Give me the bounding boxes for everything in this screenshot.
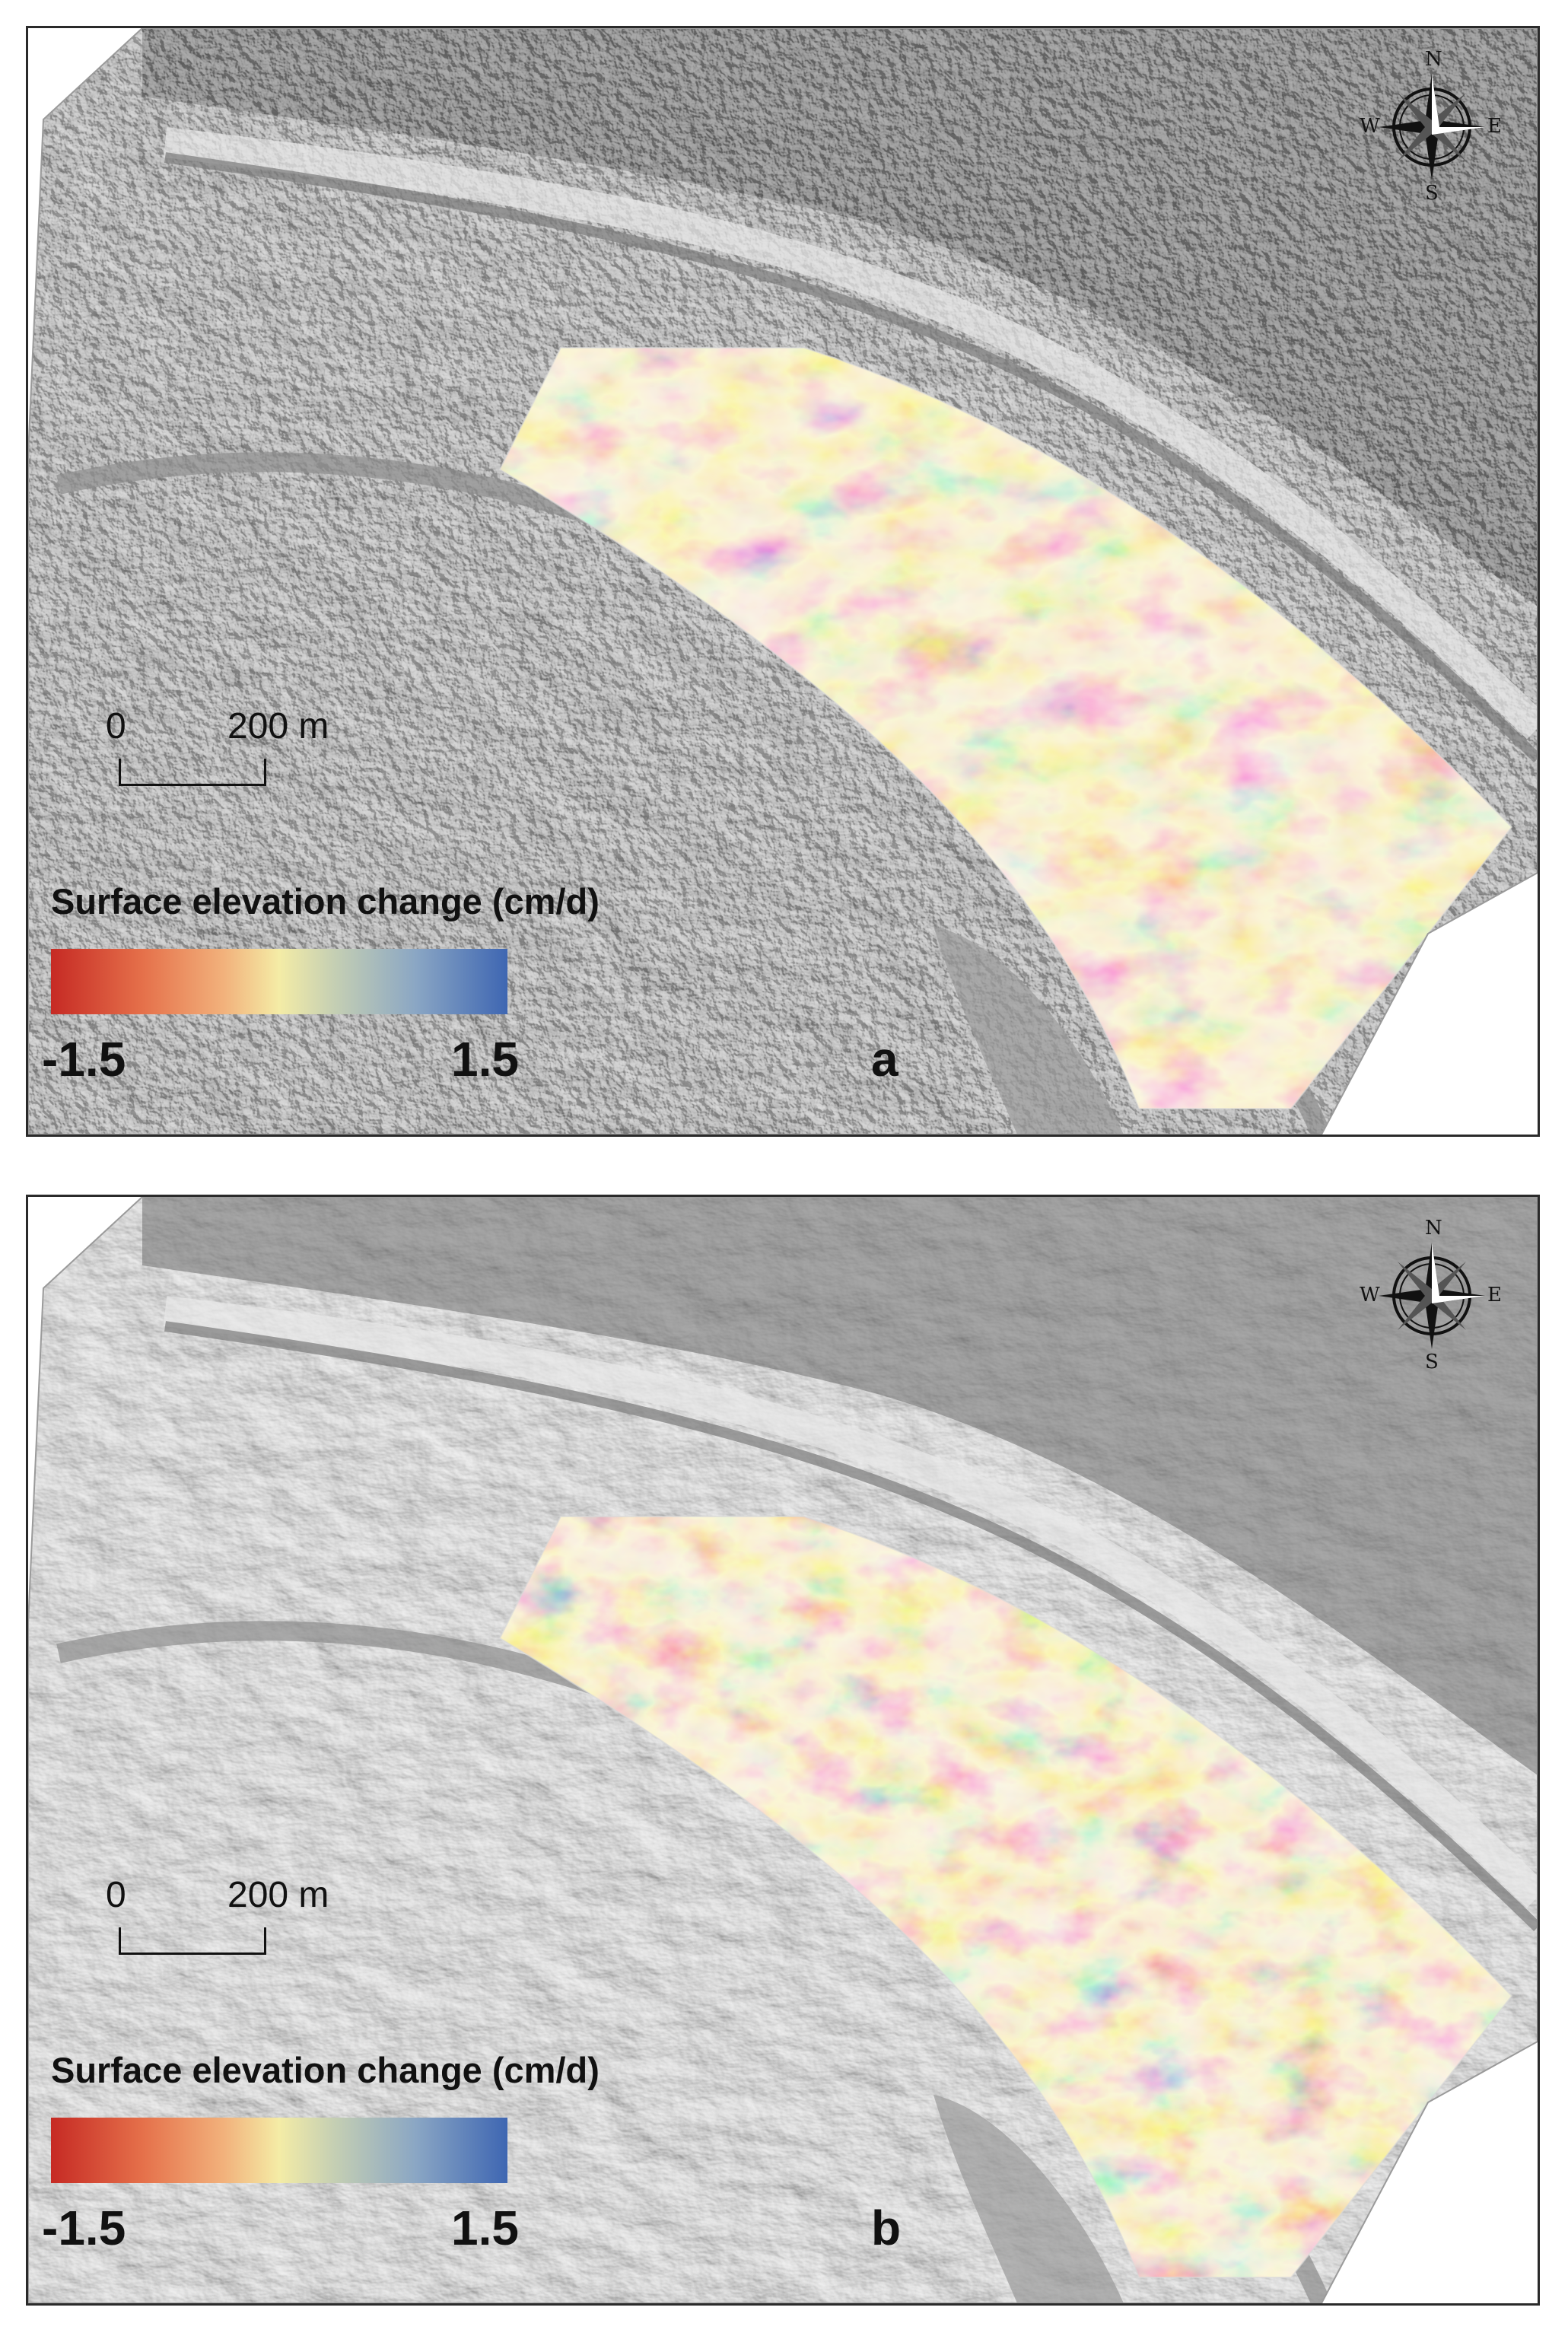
legend-color-ramp [51, 949, 507, 1014]
compass-rose-icon: N S E W [1360, 48, 1504, 205]
compass-south-label: S [1425, 1351, 1439, 1373]
compass-south-label: S [1425, 182, 1439, 205]
scale-bar-start-label: 0 [106, 1875, 126, 1915]
panel-label: a [871, 1032, 898, 1087]
legend-min-label: -1.5 [42, 1032, 126, 1087]
scale-bar-end-label: 200 m [227, 1875, 329, 1915]
map-panel-a: N S E W 0 200 m Surface elevation change… [26, 26, 1540, 1137]
scale-bar-line [119, 1927, 266, 1955]
legend-min-label: -1.5 [42, 2201, 126, 2255]
scale-bar: 0 200 m [78, 1874, 329, 1973]
compass-rose-icon: N S E W [1360, 1217, 1504, 1373]
scale-bar-start-label: 0 [106, 706, 126, 746]
compass-east-label: E [1487, 1284, 1502, 1306]
compass-west-label: W [1360, 115, 1380, 138]
compass-east-label: E [1487, 115, 1502, 138]
map-panel-b: N S E W 0 200 m Surface elevation change… [26, 1195, 1540, 2306]
scale-bar-end-label: 200 m [227, 706, 329, 746]
panel-label: b [871, 2201, 902, 2255]
hillshade-map-a [28, 28, 1538, 1135]
compass-north-label: N [1425, 48, 1442, 71]
legend-color-ramp [51, 2118, 507, 2183]
compass-west-label: W [1360, 1284, 1380, 1306]
legend-title: Surface elevation change (cm/d) [51, 881, 600, 921]
compass-north-label: N [1425, 1217, 1442, 1240]
scale-bar-line [119, 759, 266, 786]
legend-title: Surface elevation change (cm/d) [51, 2050, 600, 2090]
scale-bar: 0 200 m [78, 705, 329, 804]
legend-max-label: 1.5 [451, 2201, 519, 2255]
legend-max-label: 1.5 [451, 1032, 519, 1087]
